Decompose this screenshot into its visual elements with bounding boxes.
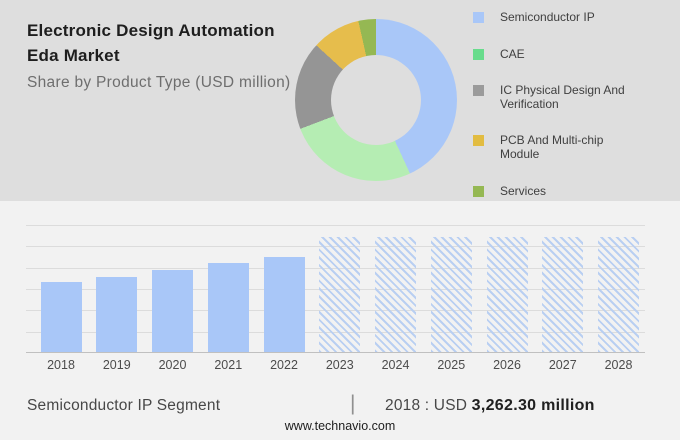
x-axis-label-2020: 2020 xyxy=(158,358,187,372)
title-block: Electronic Design Automation Eda Market … xyxy=(27,18,297,92)
donut-legend: Semiconductor IP CAE IC Physical Design An… xyxy=(473,10,673,199)
donut-chart xyxy=(295,19,457,181)
segment-value-amount: 3,262.30 million xyxy=(471,397,595,414)
segment-value-prefix: 2018 : USD xyxy=(385,397,468,414)
bar-2021 xyxy=(207,263,249,352)
page-subtitle: Share by Product Type (USD million) xyxy=(27,74,291,91)
legend-item: IC Physical Design And Verification xyxy=(473,84,673,111)
donut-hole xyxy=(331,55,421,145)
legend-item: CAE xyxy=(473,46,673,62)
legend-swatch-icon xyxy=(473,185,484,197)
legend-swatch-icon xyxy=(473,135,484,147)
x-axis-label-2026: 2026 xyxy=(493,358,521,372)
legend-label: PCB And Multi-chip Module xyxy=(500,133,604,161)
legend-swatch-icon xyxy=(473,12,484,23)
x-axis-label-2027: 2027 xyxy=(548,358,577,372)
bar-plot xyxy=(26,225,645,353)
page-title-line1: Electronic Design Automation xyxy=(27,21,275,40)
legend-label: IC Physical Design And Verification xyxy=(500,83,625,111)
bar-2018 xyxy=(40,281,82,352)
legend-item: Services xyxy=(473,183,673,199)
website-url[interactable]: www.technavio.com xyxy=(284,419,396,433)
bar-2025 xyxy=(430,236,472,352)
legend-swatch-icon xyxy=(473,85,484,97)
legend-label: Services xyxy=(500,183,547,198)
bar-2026 xyxy=(486,236,528,352)
legend-label: CAE xyxy=(500,46,525,61)
bar-2024 xyxy=(375,236,416,352)
segment-label: Semiconductor IP Segment xyxy=(27,397,221,414)
bar-2028 xyxy=(598,236,639,352)
legend-item: Semiconductor IP xyxy=(473,10,673,25)
x-axis-label-2028: 2028 xyxy=(604,358,633,372)
x-axis-line xyxy=(26,352,645,353)
legend-swatch-icon xyxy=(473,48,484,60)
bar-2019 xyxy=(96,277,138,352)
x-axis-label-2021: 2021 xyxy=(214,358,243,372)
page-title-line2: Eda Market xyxy=(27,46,120,65)
segment-value: 2018 : USD 3,262.30 million xyxy=(385,397,595,415)
x-axis-label-2018: 2018 xyxy=(47,358,75,372)
bar-2020 xyxy=(152,270,193,352)
x-axis-label-2025: 2025 xyxy=(437,358,466,372)
bar-2022 xyxy=(263,256,305,352)
bar-2023 xyxy=(319,236,361,352)
x-axis-label-2024: 2024 xyxy=(381,358,410,372)
x-axis-label-2023: 2023 xyxy=(325,358,354,372)
x-axis-label-2022: 2022 xyxy=(270,358,298,372)
x-axis-label-2019: 2019 xyxy=(102,358,131,372)
bar-2027 xyxy=(542,236,584,352)
gridline xyxy=(26,225,645,226)
legend-item: PCB And Multi-chip Module xyxy=(473,134,673,161)
bar-section: 2018 2019 2020 2021 2022 2023 2024 2025 2026 2027… xyxy=(0,201,680,440)
legend-label: Semiconductor IP xyxy=(500,10,595,24)
header-section: Electronic Design Automation Eda Market … xyxy=(0,0,680,201)
footer-separator: | xyxy=(350,392,356,415)
